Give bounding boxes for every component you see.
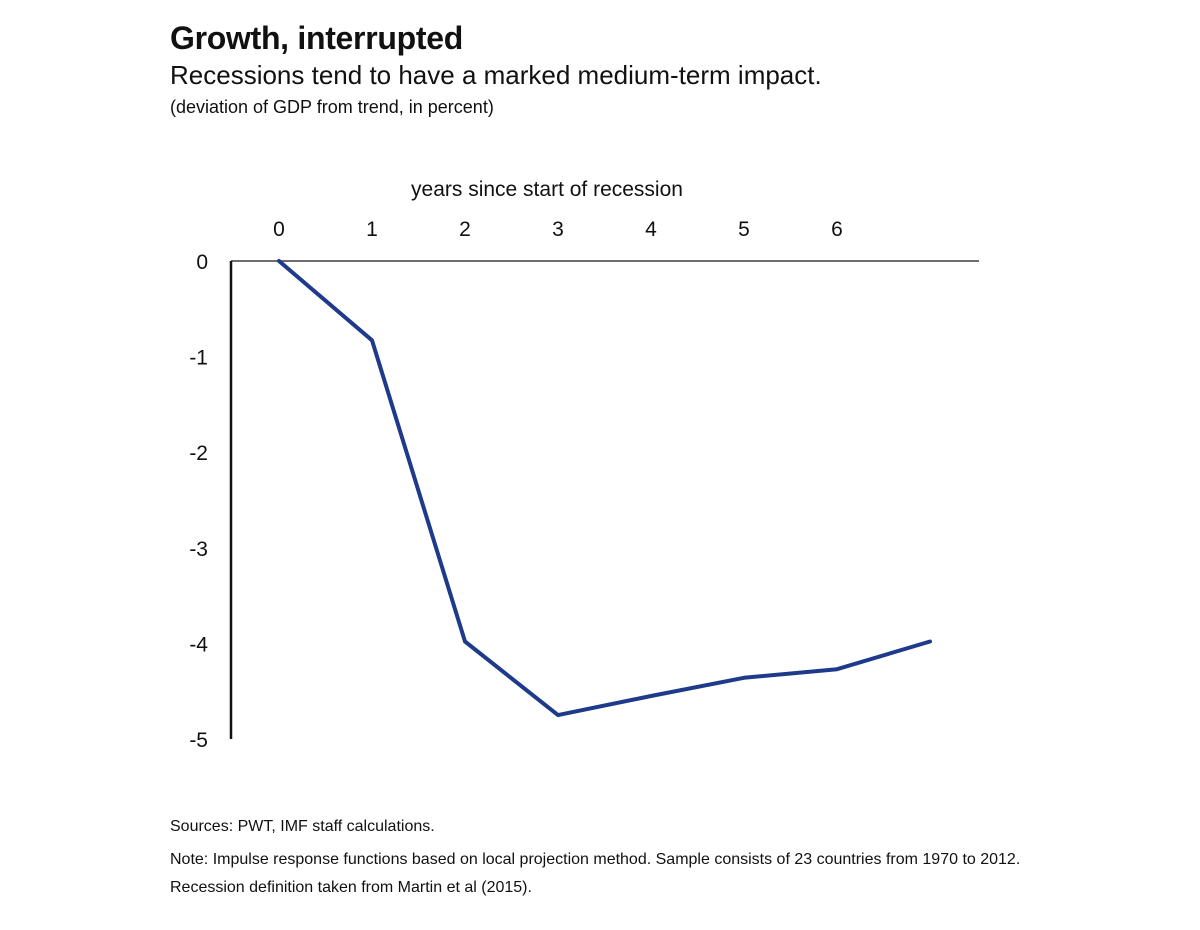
x-axis-label: years since start of recession [411,178,683,201]
x-tick-label: 6 [831,218,843,241]
x-tick-label: 1 [366,218,378,241]
note-text: Note: Impulse response functions based o… [170,851,1021,896]
y-tick-label: -5 [189,729,208,752]
y-tick-label: 0 [196,251,208,274]
y-tick-label: -2 [189,442,208,465]
x-tick-label: 4 [645,218,657,241]
x-tick-label: 3 [552,218,564,241]
unit-label: (deviation of GDP from trend, in percent… [170,97,494,117]
series-line [277,259,932,718]
series-layer [277,259,932,718]
y-tick-labels: 0 -1 -2 -3 -4 -5 [189,251,208,752]
chart-title: Growth, interrupted [170,20,463,56]
chart-subtitle: Recessions tend to have a marked medium-… [170,60,822,90]
x-tick-label: 2 [459,218,471,241]
sources-text: Sources: PWT, IMF staff calculations. [170,818,435,835]
x-tick-label: 0 [273,218,285,241]
line-chart: years since start of recession 0 1 2 3 4 5 6 0… [189,178,979,752]
y-tick-label: -4 [189,633,208,656]
y-tick-label: -3 [189,538,208,561]
x-tick-label: 5 [738,218,750,241]
y-tick-label: -1 [189,347,208,370]
x-tick-labels: 0 1 2 3 4 5 6 [273,218,843,241]
